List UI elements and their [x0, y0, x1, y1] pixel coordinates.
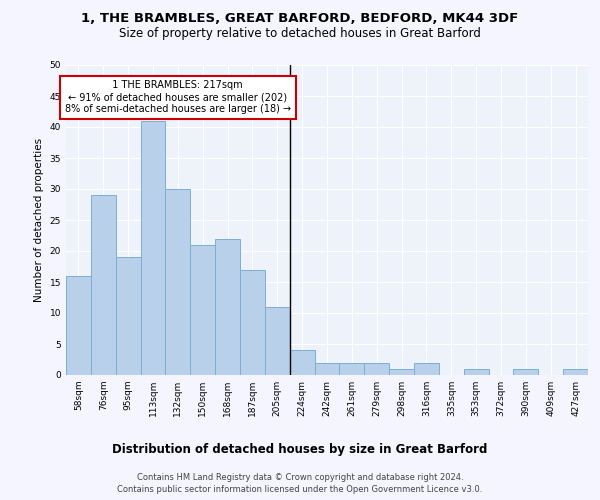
Bar	[563, 369, 588, 375]
Y-axis label: Number of detached properties: Number of detached properties	[34, 138, 44, 302]
Bar	[116, 257, 140, 375]
Bar	[66, 276, 91, 375]
Bar	[364, 362, 389, 375]
Bar	[290, 350, 314, 375]
Text: Contains public sector information licensed under the Open Government Licence v3: Contains public sector information licen…	[118, 485, 482, 494]
Bar	[464, 369, 488, 375]
Bar	[314, 362, 340, 375]
Bar	[389, 369, 414, 375]
Bar	[215, 238, 240, 375]
Bar	[340, 362, 364, 375]
Text: 1 THE BRAMBLES: 217sqm  
← 91% of detached houses are smaller (202)
8% of semi-d: 1 THE BRAMBLES: 217sqm ← 91% of detached…	[65, 80, 291, 114]
Text: Size of property relative to detached houses in Great Barford: Size of property relative to detached ho…	[119, 28, 481, 40]
Bar	[91, 195, 116, 375]
Text: Distribution of detached houses by size in Great Barford: Distribution of detached houses by size …	[112, 442, 488, 456]
Bar	[166, 189, 190, 375]
Bar	[190, 245, 215, 375]
Text: Contains HM Land Registry data © Crown copyright and database right 2024.: Contains HM Land Registry data © Crown c…	[137, 472, 463, 482]
Bar	[140, 121, 166, 375]
Text: 1, THE BRAMBLES, GREAT BARFORD, BEDFORD, MK44 3DF: 1, THE BRAMBLES, GREAT BARFORD, BEDFORD,…	[82, 12, 518, 26]
Bar	[414, 362, 439, 375]
Bar	[514, 369, 538, 375]
Bar	[240, 270, 265, 375]
Bar	[265, 307, 290, 375]
